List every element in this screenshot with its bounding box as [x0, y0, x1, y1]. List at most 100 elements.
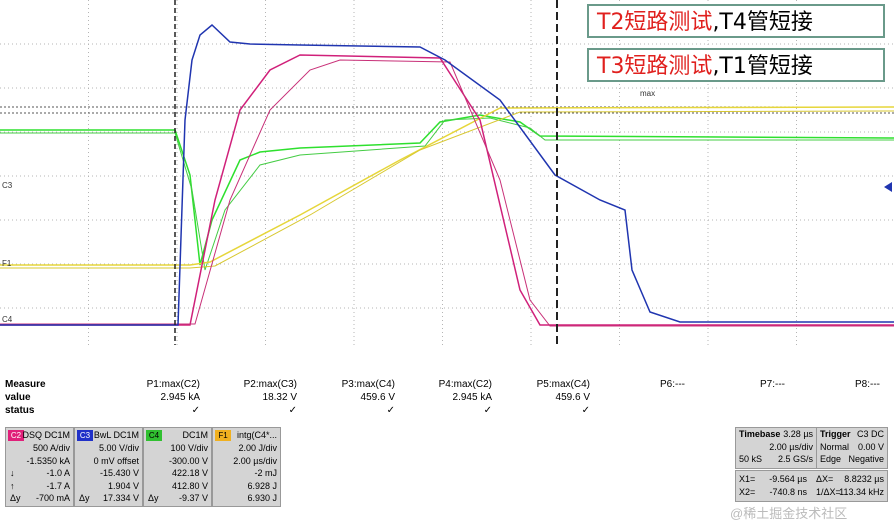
row-value: -15.430 V [99, 468, 139, 478]
row-label: ↓ [10, 468, 15, 478]
channel-marker: C4 [2, 315, 13, 324]
trigger-value: Edge [820, 454, 842, 464]
channel-badge: C2 [8, 430, 24, 441]
channel-row: 5.00 V/div [77, 442, 139, 454]
measure-label: P8:--- [855, 379, 880, 390]
row-value: 100 V/div [170, 443, 208, 453]
channel-row: 6.930 J [215, 492, 277, 504]
row-label: Δy [10, 493, 21, 503]
annotation: T3短路测试,T1管短接 [587, 48, 885, 82]
cursor-value: X2= [739, 487, 756, 497]
channel-row: 500 A/div [8, 442, 70, 454]
channel-row: Δy 17.334 V [77, 492, 139, 504]
row-value: 412.80 V [171, 480, 208, 491]
channel-row: 2.00 J/div [215, 442, 277, 454]
channel-row: 1.904 V [77, 480, 139, 492]
trigger-source: C3 DC [856, 429, 884, 439]
trigger-value: Normal [820, 442, 850, 452]
row-value: 422.18 V [171, 468, 208, 478]
channel-badge: C3 [77, 430, 93, 441]
timebase-offset: 3.28 µs [783, 429, 813, 439]
measure-label: P2:max(C3) [243, 379, 297, 390]
channel-row: Δy -700 mA [8, 492, 70, 504]
row-value: 6.930 J [247, 493, 277, 503]
cursor-value: -740.8 ns [769, 487, 807, 497]
channel-header: BwL DC1M [93, 430, 139, 440]
measure-value: 18.32 V [262, 392, 297, 403]
measure-status: ✓ [191, 405, 200, 416]
timebase-value: 2.00 µs/div [769, 442, 813, 452]
row-label: Δy [148, 493, 159, 503]
channel-header: DSQ DC1M [22, 430, 70, 440]
measure-status: ✓ [288, 405, 297, 416]
timebase-title: Timebase [739, 429, 781, 439]
timebase-value: 50 kS [739, 454, 763, 464]
cursor-value: ΔX= [816, 474, 834, 484]
measure-value: 459.6 V [360, 392, 395, 403]
trigger-box: Trigger C3 DC Normal 0.00 V Edge Negative [816, 427, 888, 469]
trigger-marker [884, 182, 892, 192]
channel-row: 412.80 V [146, 480, 208, 492]
row-label: Δy [79, 493, 90, 503]
channel-row: 422.18 V [146, 467, 208, 479]
row-value: -700 mA [35, 493, 70, 503]
measure-header: status [5, 405, 35, 416]
measure-label: P1:max(C2) [146, 379, 200, 390]
measure-value: 2.945 kA [160, 392, 200, 403]
measure-status: ✓ [483, 405, 492, 416]
channel-row: -1.5350 kA [8, 455, 70, 467]
channel-row: ↓ -1.0 A [8, 467, 70, 479]
channel-row: 6.928 J [215, 480, 277, 492]
cursor-value: 1/ΔX= [816, 487, 841, 497]
channel-row: -300.00 V [146, 455, 208, 467]
row-value: -1.0 A [46, 468, 70, 478]
row-value: 17.334 V [102, 493, 139, 503]
row-value: 2.00 µs/div [233, 455, 277, 466]
measure-value: 2.945 kA [452, 392, 492, 403]
max-label: max [640, 89, 655, 98]
measure-label: P5:max(C4) [536, 379, 590, 390]
channel-row: ↑ -1.7 A [8, 480, 70, 492]
measure-value: 459.6 V [555, 392, 590, 403]
measure-header: Measure [5, 379, 46, 390]
waveform-c4 [0, 117, 894, 271]
row-value: 5.00 V/div [98, 443, 139, 453]
measure-label: P3:max(C4) [341, 379, 395, 390]
measure-label: P6:--- [660, 379, 685, 390]
row-value: 6.928 J [247, 480, 277, 491]
measure-panel: Measure value status P1:max(C2) 2.945 kA ✓ P2:… [0, 377, 894, 422]
trigger-value: Negative [848, 454, 884, 464]
channel-header: intg(C4*... [236, 430, 277, 440]
cursor-value: 113.34 kHz [839, 487, 884, 497]
row-value: -300.00 V [168, 455, 208, 466]
waveform-f1 [0, 110, 894, 269]
channel-box: C3 BwL DC1M 5.00 V/div 0 mV offset -15.430 V… [74, 427, 143, 507]
waveform-c2 [0, 59, 894, 327]
channel-marker: C3 [2, 181, 13, 190]
channel-badge: C4 [146, 430, 162, 441]
row-value: -1.7 A [46, 480, 70, 491]
waveform-f1 [0, 106, 894, 266]
measure-header: value [5, 392, 31, 403]
channel-row: -15.430 V [77, 467, 139, 479]
waveform-c3 [0, 23, 894, 326]
channel-row: 0 mV offset [77, 455, 139, 467]
channel-marker: F1 [2, 259, 12, 268]
row-label: ↑ [10, 480, 15, 491]
row-value: 1.904 V [107, 480, 139, 491]
cursor-value: -9.564 µs [769, 474, 807, 484]
measure-label: P7:--- [760, 379, 785, 390]
measure-label: P4:max(C2) [438, 379, 492, 390]
measure-status: ✓ [386, 405, 395, 416]
row-value: -2 mJ [254, 468, 278, 478]
measure-status: ✓ [581, 405, 590, 416]
watermark: @稀土掘金技术社区 [730, 506, 848, 521]
annotation: T2短路测试,T4管短接 [587, 4, 885, 38]
channel-row: Δy -9.37 V [146, 492, 208, 504]
trigger-title: Trigger [820, 429, 851, 439]
channel-box: F1 intg(C4*... 2.00 J/div 2.00 µs/div -2 mJ 6… [212, 427, 281, 507]
channel-header: DC1M [182, 430, 208, 440]
channel-box: C2 DSQ DC1M 500 A/div -1.5350 kA ↓ -1.0 A ↑ -1.… [5, 427, 74, 507]
row-value: -9.37 V [178, 493, 208, 503]
row-value: 500 A/div [32, 443, 70, 453]
